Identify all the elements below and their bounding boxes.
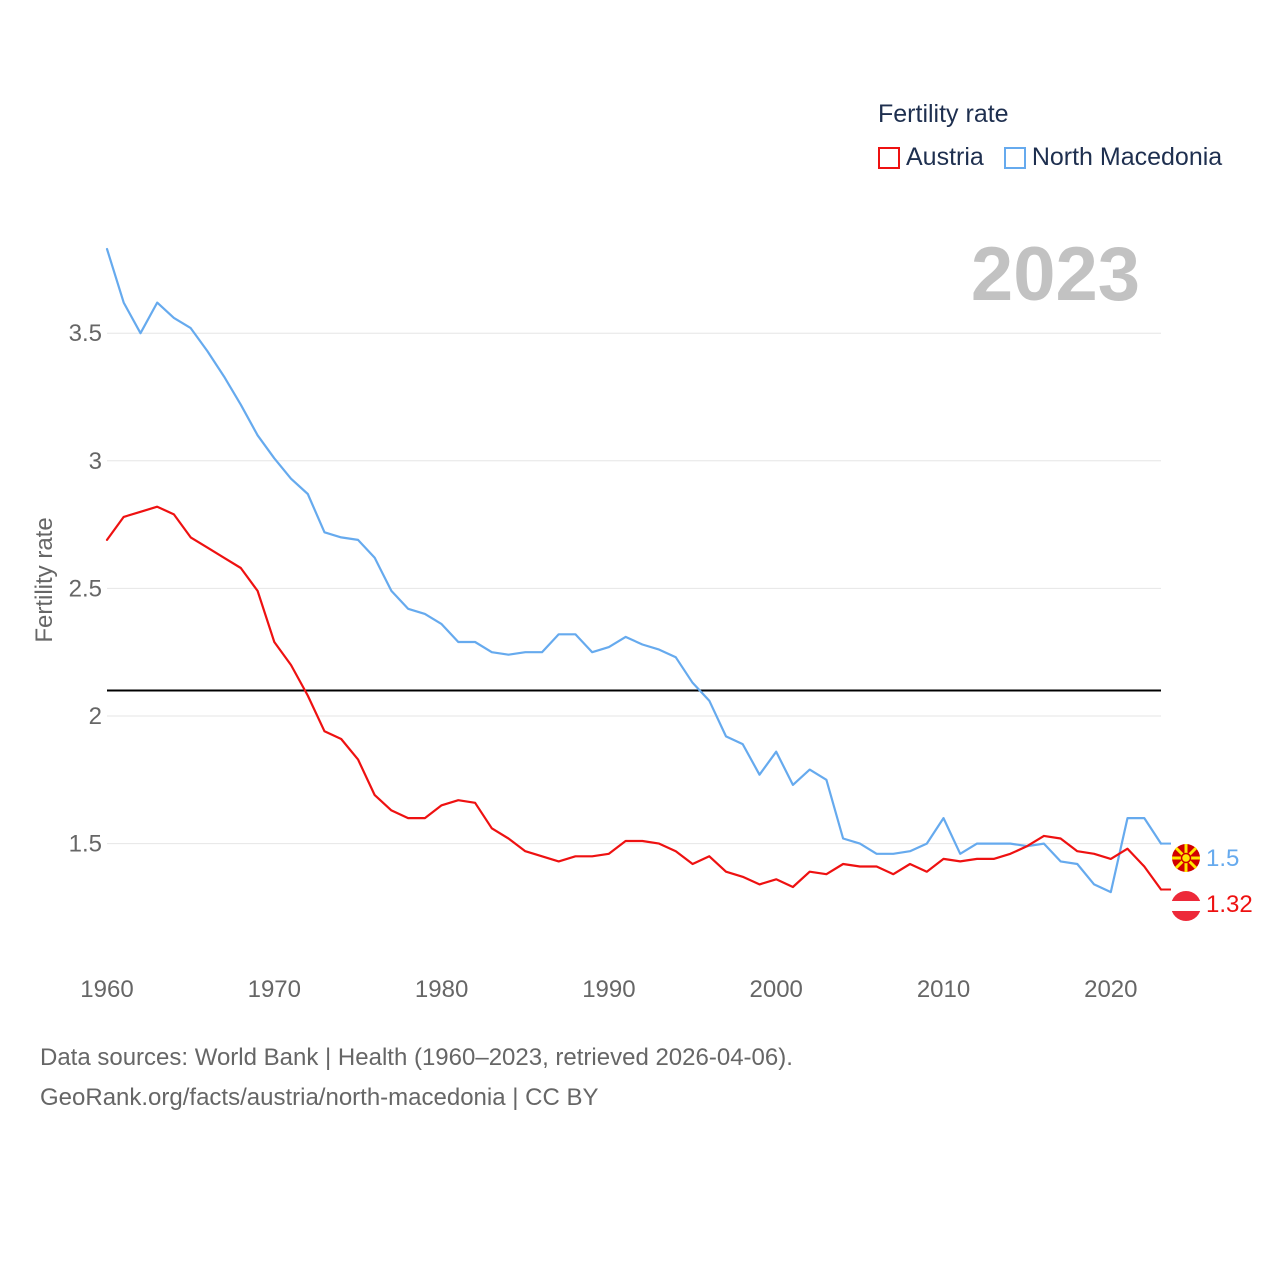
- gridlines: [107, 332, 1161, 845]
- y-tick-label: 3.5: [69, 320, 102, 347]
- x-tick-label: 2000: [750, 976, 803, 1003]
- legend-label-austria: Austria: [906, 143, 984, 171]
- y-tick-label: 3: [89, 448, 102, 475]
- footer-sources: Data sources: World Bank | Health (1960–…: [40, 1044, 793, 1071]
- y-axis-ticks: 1.5 2 2.5 3 3.5: [69, 320, 102, 857]
- x-tick-label: 1990: [582, 976, 635, 1003]
- legend-item-north-macedonia[interactable]: North Macedonia: [1003, 143, 1223, 172]
- x-tick-label: 1970: [248, 976, 301, 1003]
- x-axis-ticks: 1960 1970 1980 1990 2000 2010 2020: [80, 976, 1137, 1003]
- x-tick-label: 2010: [917, 976, 970, 1003]
- north-macedonia-flag-icon: [1172, 844, 1200, 872]
- year-watermark: 2023: [971, 232, 1140, 317]
- austria-end-value: 1.32: [1206, 891, 1253, 918]
- austria-swatch-icon: [878, 146, 900, 169]
- series-lines: [105, 247, 1171, 894]
- series-line-austria: [105, 505, 1163, 891]
- y-tick-label: 1.5: [69, 831, 102, 858]
- y-tick-label: 2: [89, 703, 102, 730]
- x-tick-label: 1980: [415, 976, 468, 1003]
- footer-link: GeoRank.org/facts/austria/north-macedoni…: [40, 1084, 599, 1111]
- y-tick-label: 2.5: [69, 575, 102, 602]
- north-macedonia-swatch-icon: [1003, 146, 1026, 169]
- legend-title: Fertility rate: [878, 100, 1009, 128]
- x-tick-label: 1960: [80, 976, 133, 1003]
- x-tick-label: 2020: [1084, 976, 1137, 1003]
- series-line-north-macedonia: [105, 247, 1163, 894]
- austria-flag-icon: [1171, 891, 1201, 921]
- legend-item-austria[interactable]: Austria: [878, 143, 984, 172]
- north-macedonia-end-value: 1.5: [1206, 845, 1239, 872]
- legend: Austria North Macedonia: [878, 143, 1222, 172]
- legend-label-north-macedonia: North Macedonia: [1031, 143, 1223, 171]
- y-axis-label: Fertility rate: [31, 517, 58, 642]
